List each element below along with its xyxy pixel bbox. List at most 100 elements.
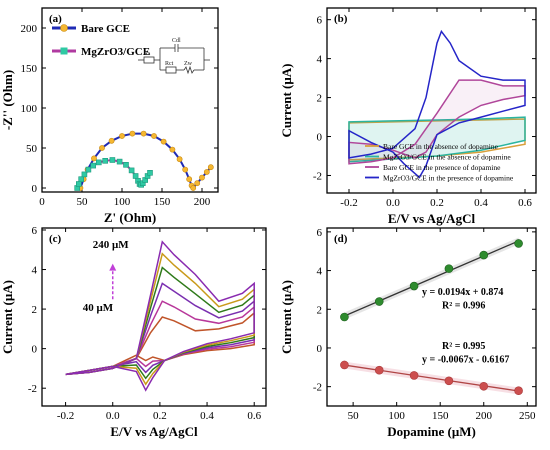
panel-label: (a) xyxy=(49,13,62,25)
legend-label: MgZrO3/GCE xyxy=(81,46,150,58)
y-tick-label: 2 xyxy=(32,304,38,316)
y-tick-label: 0 xyxy=(32,344,38,356)
y-tick-label: 6 xyxy=(317,15,323,27)
y-tick-label: -2 xyxy=(313,170,322,182)
data-point xyxy=(186,176,193,183)
plot-frame xyxy=(326,7,537,194)
equation-label: y = 0.0194x + 0.874 xyxy=(422,287,503,298)
panel-b-axes: -0.2 0.0 0.2 0.4 0.6 -2 0 2 4 6 E/V vs Ag/AgCl Curr… xyxy=(279,7,537,226)
data-point xyxy=(182,166,189,173)
x-tick-label: 0 xyxy=(39,196,45,208)
y-tick-label: 4 xyxy=(317,54,323,66)
data-point xyxy=(91,155,97,162)
x-tick-label: 0.6 xyxy=(518,197,532,209)
x-tick-label: -0.2 xyxy=(340,197,357,209)
y-axis-label: -Z'' (Ohm) xyxy=(0,70,15,130)
x-tick-label: 0.2 xyxy=(153,410,167,422)
data-point xyxy=(207,164,214,171)
data-point xyxy=(190,185,197,191)
circuit-label: Zw xyxy=(184,61,193,67)
x-tick-label: -0.2 xyxy=(57,410,74,422)
circuit-label: Rct xyxy=(165,61,174,67)
y-tick-label: 0 xyxy=(32,183,38,195)
y-tick-label: 200 xyxy=(21,23,38,35)
x-tick-label: 0.6 xyxy=(247,410,261,422)
x-tick-label: 200 xyxy=(194,196,211,208)
x-tick-label: 50 xyxy=(348,410,360,422)
cv-curve xyxy=(65,240,255,392)
data-point xyxy=(194,180,201,187)
data-point xyxy=(81,171,88,178)
fit-line xyxy=(344,364,519,392)
warburg xyxy=(183,65,195,75)
data-point xyxy=(85,166,92,173)
data-point xyxy=(140,130,147,137)
panel-label: (c) xyxy=(49,233,62,245)
data-point xyxy=(108,137,115,144)
data-point xyxy=(109,157,116,163)
data-point xyxy=(514,386,523,396)
cv-curve xyxy=(348,29,526,179)
data-point xyxy=(76,181,82,187)
data-point xyxy=(116,158,123,165)
y-axis-label: Current (μA) xyxy=(279,64,294,138)
series-fill xyxy=(349,80,525,164)
x-tick-label: 0.4 xyxy=(474,197,488,209)
panel-c-axes: -0.2 0.0 0.2 0.4 0.6 -2 0 2 4 6 E/V vs Ag/AgCl Curr… xyxy=(0,225,267,439)
data-point xyxy=(176,156,183,163)
data-point xyxy=(203,169,210,175)
data-point xyxy=(340,360,349,370)
y-tick-label: 50 xyxy=(26,143,38,155)
r2-label: R² = 0.996 xyxy=(442,300,485,311)
y-tick-label: -2 xyxy=(313,382,322,394)
data-point xyxy=(409,371,419,380)
legend-label: MgZrO3/GCE in the presence of dopamine xyxy=(383,174,514,183)
data-point xyxy=(374,365,384,375)
x-axis-label: Dopamine (μM) xyxy=(387,424,476,439)
data-point xyxy=(119,133,125,139)
y-tick-label: 150 xyxy=(21,63,38,75)
data-point xyxy=(479,250,489,260)
data-point xyxy=(169,146,176,153)
legend-label: Bare GCE in the absence of dopamine xyxy=(383,142,499,151)
resistor-rct xyxy=(165,66,177,74)
data-point xyxy=(96,159,102,166)
legend-marker xyxy=(60,24,68,32)
x-tick-label: 0.2 xyxy=(430,197,444,209)
x-tick-label: 100 xyxy=(114,196,131,208)
legend-label: MgZrO3/GCE in the absence of dopamine xyxy=(383,153,511,162)
data-point xyxy=(160,138,167,145)
data-point xyxy=(102,158,108,164)
data-point xyxy=(78,176,84,182)
x-tick-label: 100 xyxy=(388,410,405,422)
x-tick-label: 250 xyxy=(519,410,536,422)
legend-marker xyxy=(60,47,68,55)
data-point xyxy=(514,239,523,248)
fit-line xyxy=(344,240,519,317)
y-axis-label: Current (μA) xyxy=(0,280,15,354)
data-point xyxy=(444,264,454,273)
circuit-inset: Rs Cdl Rct Zw xyxy=(138,38,210,75)
x-axis-label: Z' (Ohm) xyxy=(104,210,156,225)
data-point xyxy=(123,162,129,168)
panel-a-axes: 0 50 100 150 200 0 50 100 150 200 Z' (Ohm) -Z'' (Oh… xyxy=(0,7,219,225)
y-tick-label: 4 xyxy=(317,266,323,278)
y-tick-label: 2 xyxy=(317,93,323,105)
data-point xyxy=(479,381,489,391)
data-point xyxy=(90,162,96,169)
x-tick-label: 150 xyxy=(432,410,449,422)
x-tick-label: 200 xyxy=(476,410,493,422)
plot-frame xyxy=(41,7,219,193)
x-tick-label: 0.0 xyxy=(386,197,400,209)
equation-label: y = -0.0067x - 0.6167 xyxy=(422,354,509,365)
x-tick-label: 0.0 xyxy=(106,410,120,422)
plot-frame xyxy=(326,227,537,407)
annotation-high: 240 μM xyxy=(93,239,129,251)
y-tick-label: 6 xyxy=(32,225,38,237)
data-point xyxy=(99,145,105,151)
x-tick-label: 0.4 xyxy=(200,410,214,422)
panel-d-axes: 50 100 150 200 250 -2 0 2 4 6 Dopamine (μM) Current… xyxy=(279,227,537,439)
annotation-low: 40 μM xyxy=(83,302,114,314)
x-tick-label: 150 xyxy=(154,196,171,208)
